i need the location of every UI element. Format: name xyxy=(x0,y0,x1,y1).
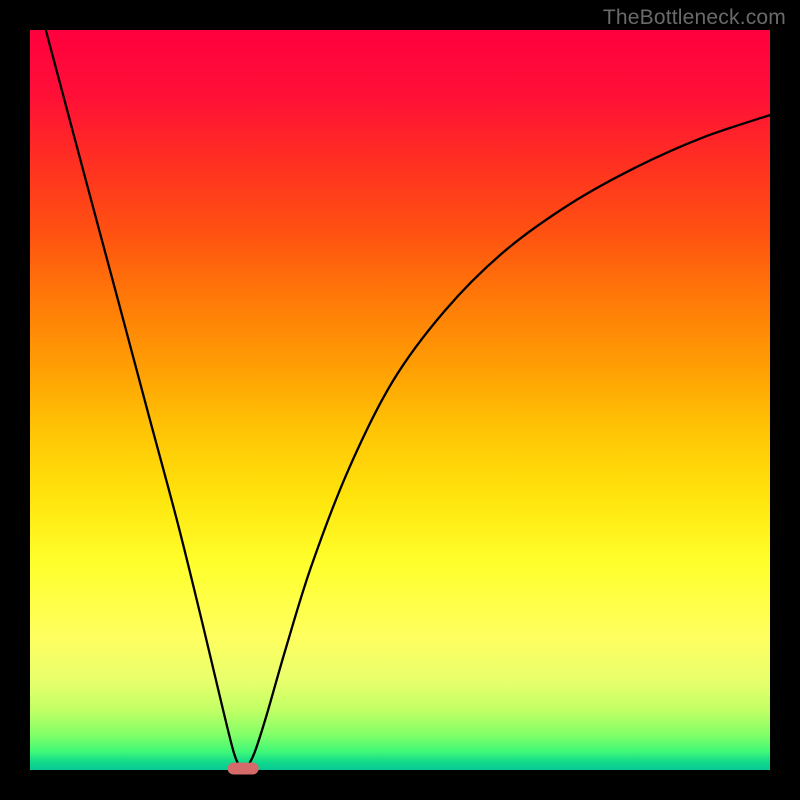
watermark-text: TheBottleneck.com xyxy=(603,6,786,30)
chart-frame: TheBottleneck.com xyxy=(0,0,800,800)
bottleneck-chart xyxy=(0,0,800,800)
plot-background xyxy=(30,30,770,770)
minimum-marker xyxy=(228,763,259,775)
